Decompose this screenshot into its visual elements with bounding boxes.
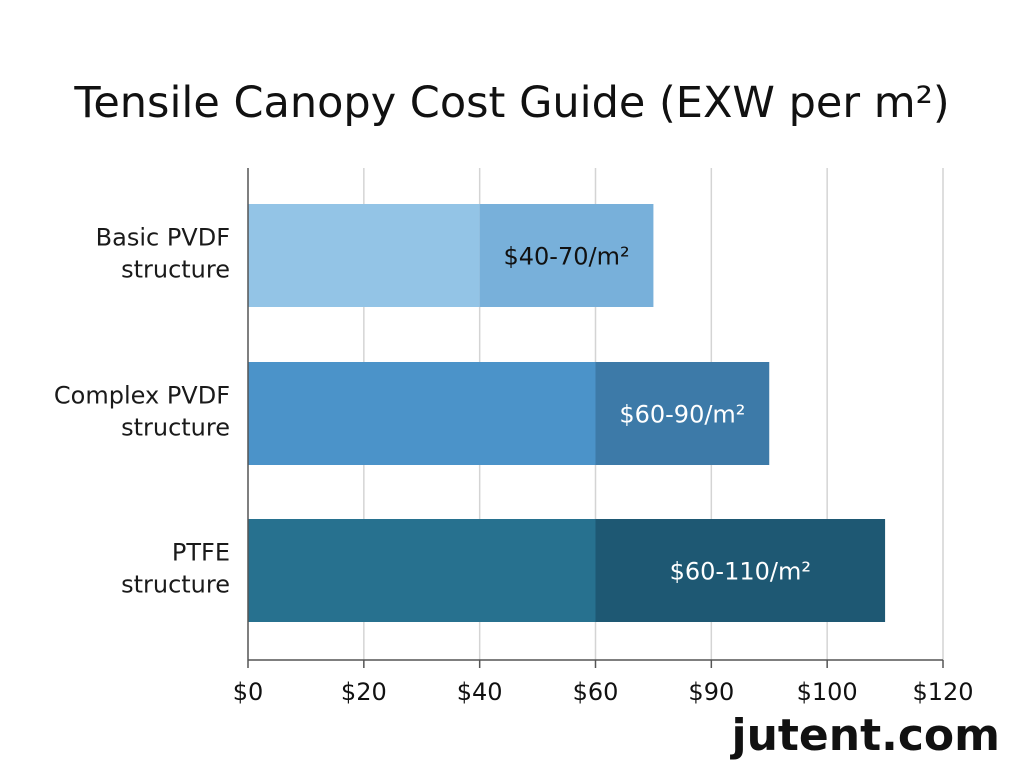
- category-label-line2: structure: [121, 414, 230, 442]
- category-label-line2: structure: [121, 571, 230, 599]
- bar-data-label: $60-110/m²: [670, 558, 811, 586]
- bar-base: [248, 519, 596, 622]
- category-label-line1: PTFE: [172, 539, 230, 567]
- x-tick-label: $40: [457, 678, 503, 706]
- bar-range: [595, 362, 770, 465]
- x-tick-label: $90: [688, 678, 734, 706]
- category-label-line1: Basic PVDF: [96, 224, 230, 252]
- x-tick-label: $60: [573, 678, 619, 706]
- bar-range: [479, 204, 654, 307]
- bar-data-label: $40-70/m²: [503, 243, 629, 271]
- x-tick-label: $120: [912, 678, 973, 706]
- chart-title: Tensile Canopy Cost Guide (EXW per m²): [73, 78, 949, 128]
- bar-data-label: $60-90/m²: [619, 401, 745, 429]
- category-label-line2: structure: [121, 256, 230, 284]
- x-tick-label: $100: [797, 678, 858, 706]
- bar-range: [595, 519, 886, 622]
- x-tick-label: $0: [233, 678, 264, 706]
- bar-base: [248, 362, 596, 465]
- x-tick-label: $20: [341, 678, 387, 706]
- bar-base: [248, 204, 480, 307]
- category-label-line1: Complex PVDF: [54, 382, 230, 410]
- watermark: jutent.com: [729, 710, 1000, 761]
